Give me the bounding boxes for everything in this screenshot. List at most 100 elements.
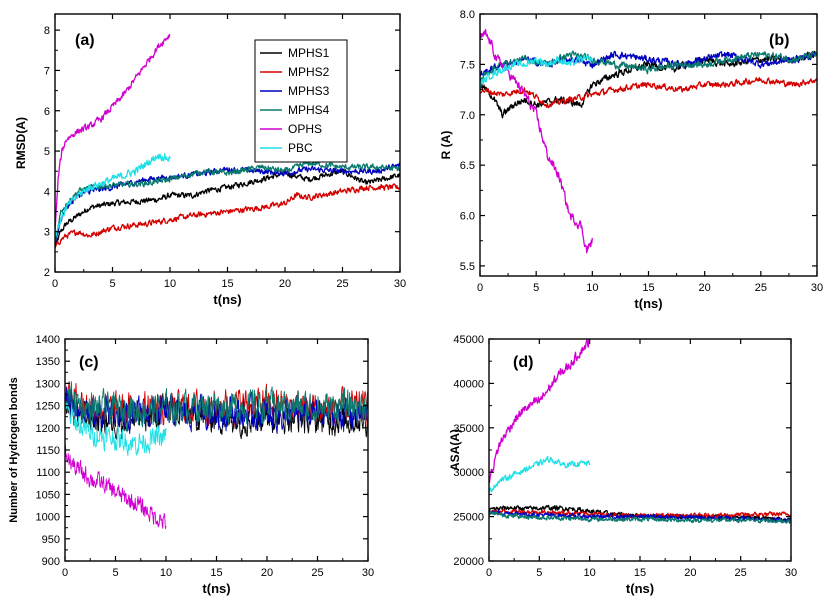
series-line-pbc — [65, 402, 167, 457]
legend-box — [254, 39, 348, 163]
y-tick-label: 950 — [42, 534, 60, 546]
x-tick-label: 15 — [634, 567, 646, 579]
y-tick-label: 5 — [44, 146, 50, 158]
series-line-mphs4 — [489, 511, 791, 524]
x-tick-label: 10 — [586, 282, 598, 294]
y-tick-label: 8 — [44, 25, 50, 37]
y-axis-label: RMSD(A) — [14, 117, 28, 169]
series-line-ophs — [489, 339, 590, 484]
y-tick-label: 1150 — [36, 445, 60, 457]
legend-label-pbc: PBC — [288, 141, 313, 155]
y-tick-label: 1000 — [36, 512, 60, 524]
x-tick-label: 5 — [109, 278, 115, 290]
x-tick-label: 0 — [52, 278, 58, 290]
x-tick-label: 30 — [394, 278, 406, 290]
series-line-mphs4 — [65, 381, 368, 433]
panel-c: 0 5 10 15 20 25 30 900 950 1000 1050 1100 1150 1200 12… — [8, 334, 374, 596]
y-tick-label: 900 — [42, 556, 60, 568]
x-tick-label: 10 — [164, 278, 176, 290]
y-tick-label: 7.5 — [460, 59, 475, 71]
plot-frame — [54, 13, 401, 273]
series-line-mphs3 — [55, 162, 400, 244]
x-tick-label: 25 — [735, 567, 747, 579]
y-tick-label: 45000 — [453, 334, 484, 346]
x-tick-label: 20 — [684, 567, 696, 579]
series-line-mphs1 — [480, 50, 817, 119]
legend-label-ophs: OPHS — [288, 122, 322, 136]
y-tick-label: 3 — [44, 227, 50, 239]
legend-label-mphs3: MPHS3 — [288, 84, 330, 98]
legend-label-mphs1: MPHS1 — [288, 46, 330, 60]
plot-frame — [488, 338, 792, 562]
x-tick-label: 20 — [699, 282, 711, 294]
legend-label-mphs2: MPHS2 — [288, 65, 330, 79]
y-tick-label: 30000 — [453, 467, 484, 479]
x-tick-label: 15 — [642, 282, 654, 294]
plot-frame — [479, 13, 818, 277]
y-tick-label: 40000 — [453, 378, 484, 390]
series-line-pbc — [489, 455, 591, 493]
y-tick-label: 1300 — [36, 378, 60, 390]
y-tick-label: 25000 — [453, 512, 484, 524]
series-line-mphs4 — [480, 50, 817, 82]
x-tick-label: 25 — [311, 567, 323, 579]
y-tick-label: 35000 — [453, 423, 484, 435]
y-tick-label: 6.0 — [460, 211, 475, 223]
plot-frame — [64, 338, 369, 562]
panel-label: (b) — [769, 32, 789, 49]
y-tick-label: 1350 — [36, 356, 60, 368]
series-line-pbc — [55, 153, 171, 237]
panel-b: 0 5 10 15 20 25 30 5.5 6.0 6.5 7.0 7.5 8.0 t(ns) R (A)… — [439, 9, 823, 311]
series-line-pbc — [480, 54, 593, 88]
x-tick-label: 25 — [336, 278, 348, 290]
y-tick-label: 5.5 — [460, 261, 475, 273]
x-tick-label: 30 — [785, 567, 797, 579]
series-line-mphs2 — [480, 77, 817, 109]
x-tick-label: 30 — [811, 282, 823, 294]
y-axis-label: ASA(A) — [448, 429, 462, 471]
panel-d: 0 5 10 15 20 25 30 20000 25000 30000 35000 40000 450… — [448, 334, 797, 596]
y-tick-label: 7.0 — [460, 110, 475, 122]
y-tick-label: 1400 — [36, 334, 60, 346]
series-line-ophs — [480, 28, 593, 254]
x-tick-label: 10 — [160, 567, 172, 579]
x-tick-label: 5 — [536, 567, 542, 579]
x-axis-label: t(ns) — [634, 296, 662, 311]
x-tick-label: 5 — [112, 567, 118, 579]
y-tick-label: 7 — [44, 65, 50, 77]
legend-label-mphs4: MPHS4 — [288, 103, 330, 117]
y-tick-label: 1100 — [36, 467, 60, 479]
x-tick-label: 15 — [210, 567, 222, 579]
series-line-ophs — [55, 33, 171, 230]
y-tick-label: 1200 — [36, 423, 60, 435]
x-tick-label: 5 — [533, 282, 539, 294]
panel-label: (c) — [79, 354, 99, 371]
panel-label: (d) — [513, 354, 533, 371]
legend: MPHS1 MPHS2 MPHS3 MPHS4 OPHS PBC — [254, 39, 348, 163]
x-tick-label: 20 — [261, 567, 273, 579]
panel-label: (a) — [75, 32, 95, 49]
series-line-mphs4 — [55, 160, 400, 244]
x-tick-label: 15 — [221, 278, 233, 290]
series-group-d — [489, 339, 791, 524]
y-tick-label: 1050 — [36, 489, 60, 501]
y-axis-label: Number of Hydrogen bonds — [8, 377, 20, 522]
series-line-mphs2 — [55, 183, 400, 248]
x-tick-label: 0 — [62, 567, 68, 579]
x-tick-label: 10 — [584, 567, 596, 579]
x-axis-label: t(ns) — [213, 292, 241, 307]
x-tick-label: 30 — [362, 567, 374, 579]
x-axis-label: t(ns) — [202, 581, 230, 596]
y-tick-label: 4 — [44, 186, 50, 198]
x-tick-label: 0 — [477, 282, 483, 294]
y-tick-label: 2 — [44, 267, 50, 279]
series-group-b — [480, 28, 817, 254]
y-tick-label: 8.0 — [460, 9, 475, 21]
x-axis-label: t(ns) — [626, 581, 654, 596]
series-group-c — [65, 381, 368, 530]
series-group-a — [55, 33, 400, 248]
x-tick-label: 20 — [279, 278, 291, 290]
panel-a: 0 5 10 15 20 25 302345678t(ns)RMSD(A)(a)MPHS1M… — [14, 13, 406, 307]
y-tick-label: 20000 — [453, 556, 484, 568]
